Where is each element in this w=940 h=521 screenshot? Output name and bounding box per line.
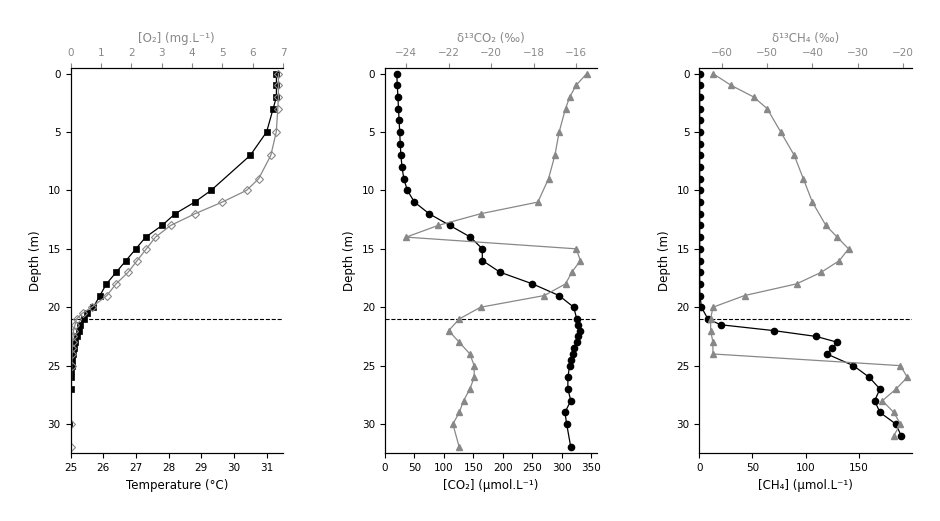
X-axis label: δ¹³CO₂ (‰): δ¹³CO₂ (‰) <box>457 32 525 45</box>
Y-axis label: Depth (m): Depth (m) <box>343 230 356 291</box>
X-axis label: Temperature (°C): Temperature (°C) <box>126 479 227 491</box>
Y-axis label: Depth (m): Depth (m) <box>29 230 42 291</box>
X-axis label: [O₂] (mg.L⁻¹): [O₂] (mg.L⁻¹) <box>138 32 215 45</box>
Y-axis label: Depth (m): Depth (m) <box>658 230 671 291</box>
X-axis label: [CH₄] (μmol.L⁻¹): [CH₄] (μmol.L⁻¹) <box>759 479 853 491</box>
X-axis label: [CO₂] (μmol.L⁻¹): [CO₂] (μmol.L⁻¹) <box>444 479 539 491</box>
X-axis label: δ¹³CH₄ (‰): δ¹³CH₄ (‰) <box>772 32 839 45</box>
